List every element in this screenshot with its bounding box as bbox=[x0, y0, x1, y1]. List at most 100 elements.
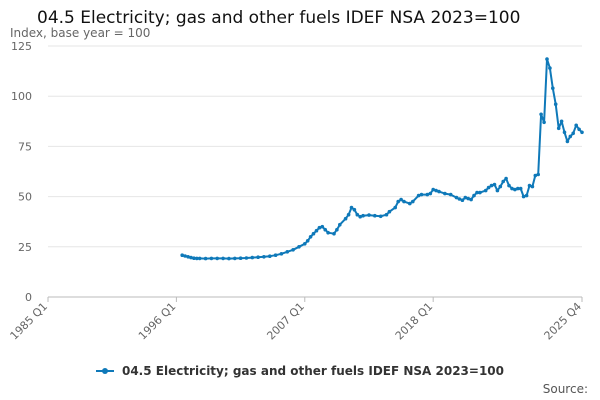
data-point[interactable] bbox=[215, 256, 219, 261]
data-point[interactable] bbox=[498, 184, 503, 189]
legend[interactable]: 04.5 Electricity; gas and other fuels ID… bbox=[0, 364, 600, 378]
source-label[interactable]: Source: bbox=[542, 382, 588, 396]
data-point[interactable] bbox=[539, 112, 543, 117]
data-point[interactable] bbox=[483, 188, 488, 193]
data-point[interactable] bbox=[513, 187, 517, 192]
data-point[interactable] bbox=[314, 228, 319, 233]
data-point[interactable] bbox=[425, 192, 430, 197]
data-point[interactable] bbox=[460, 198, 465, 202]
data-point[interactable] bbox=[562, 130, 567, 135]
data-point[interactable] bbox=[256, 255, 260, 259]
data-point[interactable] bbox=[402, 199, 406, 204]
data-point[interactable] bbox=[463, 195, 468, 200]
data-point[interactable] bbox=[352, 207, 357, 212]
data-point[interactable] bbox=[478, 190, 482, 195]
data-point[interactable] bbox=[244, 256, 249, 260]
data-point[interactable] bbox=[524, 193, 529, 198]
data-point[interactable] bbox=[466, 196, 471, 201]
data-point[interactable] bbox=[186, 254, 190, 259]
data-point[interactable] bbox=[577, 127, 581, 132]
data-point[interactable] bbox=[472, 193, 476, 198]
data-point[interactable] bbox=[320, 224, 325, 229]
data-point[interactable] bbox=[495, 188, 500, 193]
data-point[interactable] bbox=[571, 131, 575, 136]
data-point[interactable] bbox=[486, 185, 491, 190]
data-point[interactable] bbox=[273, 253, 278, 257]
data-point[interactable] bbox=[367, 213, 371, 217]
data-point[interactable] bbox=[551, 86, 555, 90]
data-point[interactable] bbox=[335, 227, 339, 232]
data-point[interactable] bbox=[343, 216, 348, 221]
data-point[interactable] bbox=[489, 183, 494, 188]
data-point[interactable] bbox=[419, 192, 424, 197]
data-point[interactable] bbox=[469, 197, 473, 202]
data-point[interactable] bbox=[209, 256, 214, 261]
data-point[interactable] bbox=[326, 230, 330, 235]
data-point[interactable] bbox=[338, 222, 342, 227]
data-point[interactable] bbox=[323, 227, 328, 232]
data-point[interactable] bbox=[437, 189, 441, 194]
data-point[interactable] bbox=[443, 191, 447, 196]
data-point[interactable] bbox=[378, 214, 383, 219]
data-point[interactable] bbox=[268, 254, 272, 258]
data-point[interactable] bbox=[373, 213, 377, 218]
data-point[interactable] bbox=[492, 182, 497, 187]
data-point[interactable] bbox=[233, 256, 237, 261]
data-point[interactable] bbox=[536, 172, 540, 177]
data-point[interactable] bbox=[475, 190, 479, 195]
data-point[interactable] bbox=[548, 66, 552, 70]
data-point[interactable] bbox=[434, 188, 438, 193]
data-point[interactable] bbox=[384, 212, 389, 217]
data-point[interactable] bbox=[399, 197, 403, 202]
data-point[interactable] bbox=[203, 256, 208, 261]
data-point[interactable] bbox=[448, 192, 453, 197]
data-point[interactable] bbox=[542, 120, 546, 125]
data-point[interactable] bbox=[556, 126, 561, 131]
data-point[interactable] bbox=[238, 256, 243, 261]
data-point[interactable] bbox=[408, 201, 412, 206]
data-point[interactable] bbox=[501, 179, 506, 184]
data-point[interactable] bbox=[355, 212, 360, 217]
data-point[interactable] bbox=[349, 205, 354, 210]
data-point[interactable] bbox=[227, 256, 231, 261]
data-point[interactable] bbox=[507, 183, 511, 188]
data-point[interactable] bbox=[393, 205, 398, 210]
data-point[interactable] bbox=[183, 254, 187, 258]
data-point[interactable] bbox=[279, 252, 284, 256]
data-point[interactable] bbox=[308, 235, 313, 239]
data-point[interactable] bbox=[545, 57, 549, 61]
data-point[interactable] bbox=[262, 254, 266, 259]
data-point[interactable] bbox=[527, 183, 532, 188]
data-point[interactable] bbox=[574, 123, 578, 128]
data-point[interactable] bbox=[250, 255, 255, 260]
data-point[interactable] bbox=[346, 212, 351, 217]
data-point[interactable] bbox=[530, 184, 535, 189]
data-point[interactable] bbox=[189, 255, 193, 260]
data-point[interactable] bbox=[197, 256, 202, 261]
data-point[interactable] bbox=[416, 193, 421, 198]
data-point[interactable] bbox=[311, 231, 316, 236]
data-point[interactable] bbox=[192, 256, 196, 261]
data-point[interactable] bbox=[518, 186, 523, 191]
data-point[interactable] bbox=[291, 248, 295, 252]
data-point[interactable] bbox=[411, 199, 415, 204]
data-point[interactable] bbox=[195, 256, 199, 261]
data-point[interactable] bbox=[510, 186, 514, 191]
data-point[interactable] bbox=[396, 199, 401, 204]
data-point[interactable] bbox=[332, 231, 336, 236]
data-point[interactable] bbox=[297, 245, 301, 249]
data-point[interactable] bbox=[553, 102, 558, 106]
data-point[interactable] bbox=[180, 253, 184, 257]
data-point[interactable] bbox=[305, 239, 310, 243]
data-point[interactable] bbox=[428, 191, 433, 196]
data-point[interactable] bbox=[521, 194, 526, 199]
data-point[interactable] bbox=[358, 214, 363, 219]
data-point[interactable] bbox=[285, 250, 290, 254]
data-point[interactable] bbox=[565, 139, 570, 144]
data-point[interactable] bbox=[221, 256, 225, 261]
data-point[interactable] bbox=[516, 186, 520, 191]
data-point[interactable] bbox=[361, 213, 365, 218]
data-point[interactable] bbox=[431, 187, 436, 192]
data-point[interactable] bbox=[568, 134, 573, 139]
data-point[interactable] bbox=[454, 195, 459, 200]
